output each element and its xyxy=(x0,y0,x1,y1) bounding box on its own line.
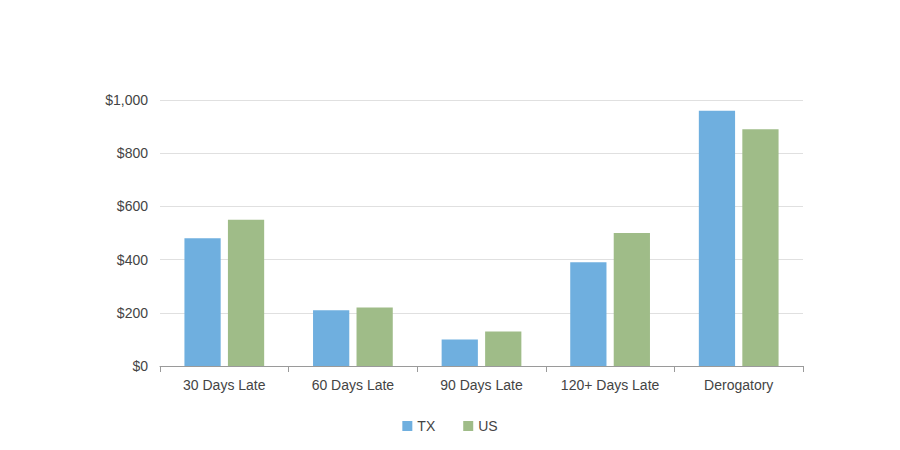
svg-text:Derogatory: Derogatory xyxy=(704,377,773,393)
svg-text:TX: TX xyxy=(417,418,436,434)
svg-text:60 Days Late: 60 Days Late xyxy=(312,377,395,393)
svg-text:30 Days Late: 30 Days Late xyxy=(183,377,266,393)
svg-text:$400: $400 xyxy=(117,252,148,268)
svg-text:$200: $200 xyxy=(117,305,148,321)
svg-text:$800: $800 xyxy=(117,145,148,161)
svg-text:$0: $0 xyxy=(132,358,148,374)
svg-text:$1,000: $1,000 xyxy=(105,92,148,108)
svg-text:US: US xyxy=(478,418,497,434)
svg-text:90 Days Late: 90 Days Late xyxy=(440,377,523,393)
svg-text:$600: $600 xyxy=(117,198,148,214)
svg-text:120+ Days Late: 120+ Days Late xyxy=(561,377,660,393)
